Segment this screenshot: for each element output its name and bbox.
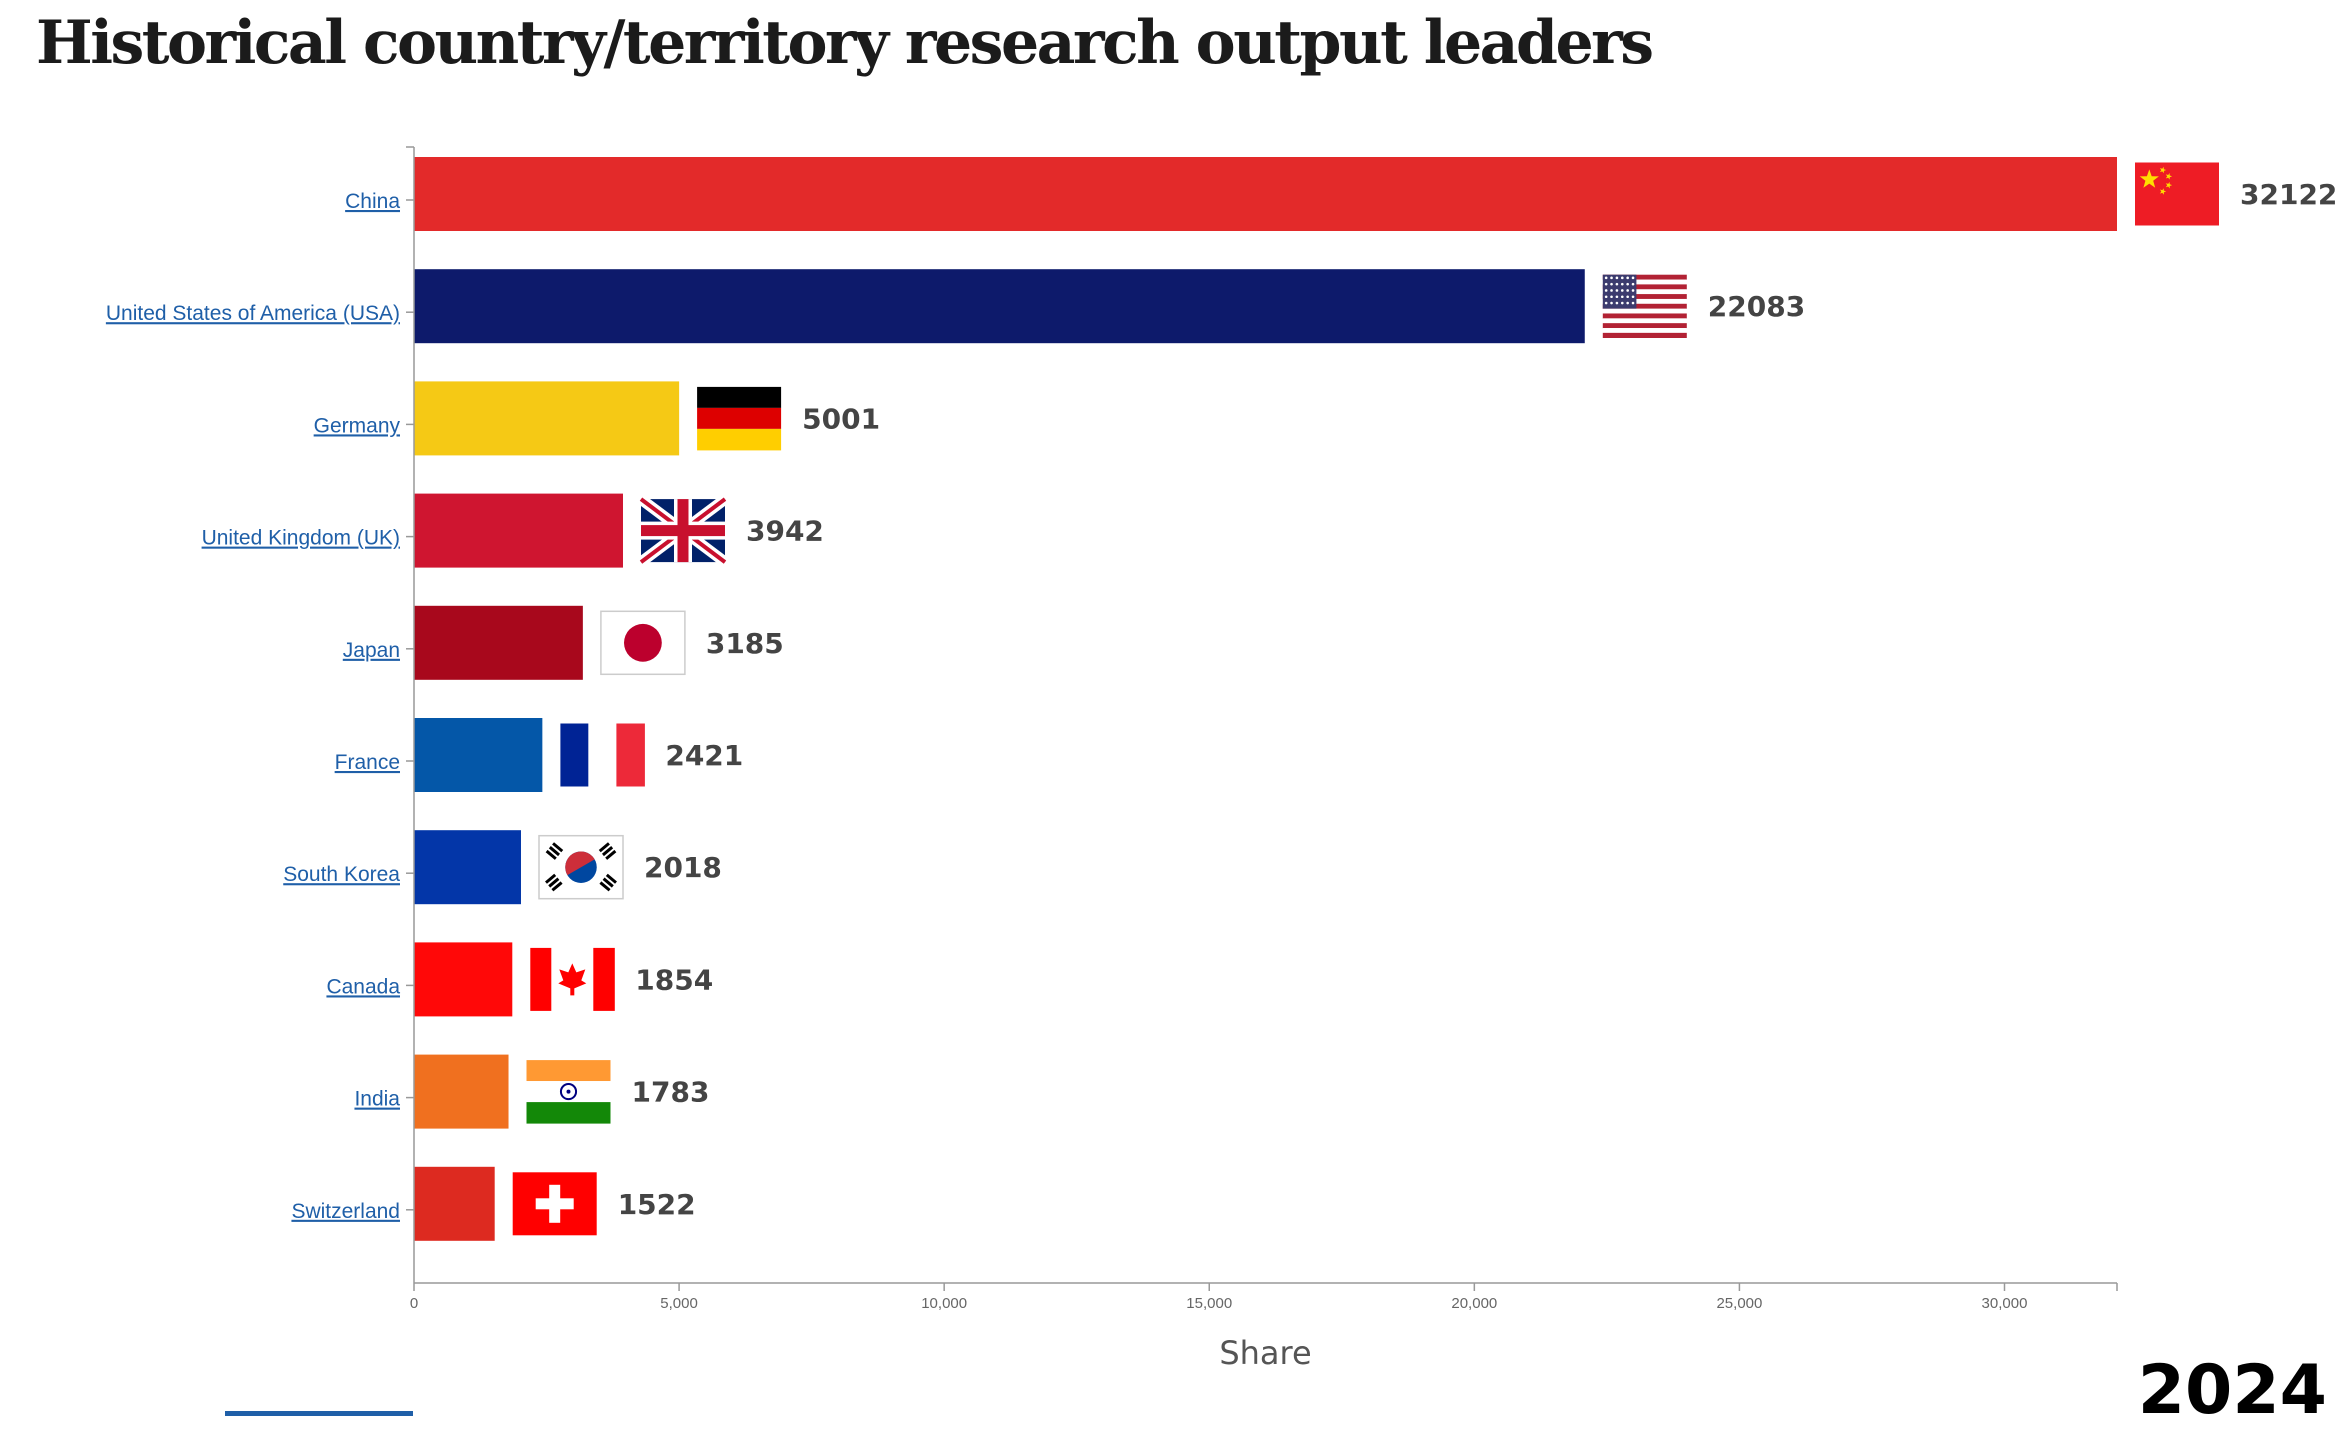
germany-flag-icon [697,386,782,451]
value-label-0: 32122 [2240,178,2337,211]
bar-0 [414,157,2117,231]
bars-layer [414,157,2117,1241]
value-label-3: 3942 [746,515,824,548]
x-tick-label-5: 25,000 [1716,1295,1762,1312]
x-tick-label-0: 0 [410,1295,418,1312]
x-tick-label-4: 20,000 [1451,1295,1497,1312]
canada-flag-icon [530,947,615,1011]
south-korea-flag-icon [538,834,624,900]
category-link-9[interactable]: Switzerland [291,1200,400,1223]
x-tick-label-6: 30,000 [1982,1295,2028,1312]
x-tick-label-2: 10,000 [921,1295,967,1312]
usa-flag-icon [1602,274,1687,338]
axes: 0 5,000 10,000 15,000 20,000 25,000 30,000 Shar… [406,146,2118,1372]
switzerland-flag-icon [512,1172,597,1236]
category-link-7[interactable]: Canada [326,975,400,998]
x-axis-title: Share [1219,1334,1311,1372]
china-flag-icon [2135,162,2219,226]
x-tick-label-1: 5,000 [660,1295,698,1312]
value-label-1: 22083 [1708,290,1805,323]
x-tick-label-3: 15,000 [1186,1295,1232,1312]
bar-3 [414,493,623,568]
france-flag-icon [560,723,645,787]
bar-2 [414,381,680,456]
value-label-7: 1854 [635,963,713,996]
category-link-3[interactable]: United Kingdom (UK) [202,527,400,550]
bar-8 [414,1054,509,1129]
value-label-6: 2018 [644,851,722,884]
bar-6 [414,830,521,905]
value-label-2: 5001 [802,402,880,435]
value-label-5: 2421 [665,739,743,772]
value-label-4: 3185 [706,627,784,660]
category-link-6[interactable]: South Korea [283,863,400,886]
category-link-1[interactable]: United States of America (USA) [106,302,400,325]
bottom-accent-bar [225,1411,413,1416]
category-link-5[interactable]: France [335,751,400,774]
year-label: 2024 [2137,1351,2327,1430]
chart-title: Historical country/territory research ou… [36,8,1654,78]
bar-7 [414,942,513,1017]
category-link-2[interactable]: Germany [314,414,401,437]
bar-5 [414,718,543,792]
category-link-0[interactable]: China [345,190,400,213]
category-link-8[interactable]: India [354,1088,400,1111]
bar-4 [414,605,583,680]
japan-flag-icon [600,610,686,676]
value-label-8: 1783 [632,1076,710,1109]
labels-layer: 32122 China 22083 United States of America … [106,178,2338,1223]
india-flag-icon [526,1060,611,1124]
uk-flag-icon [637,494,729,567]
bar-9 [414,1166,495,1241]
flags-layer [512,162,2219,1236]
category-link-4[interactable]: Japan [343,639,400,662]
value-label-9: 1522 [618,1188,696,1221]
bar-1 [414,269,1585,344]
